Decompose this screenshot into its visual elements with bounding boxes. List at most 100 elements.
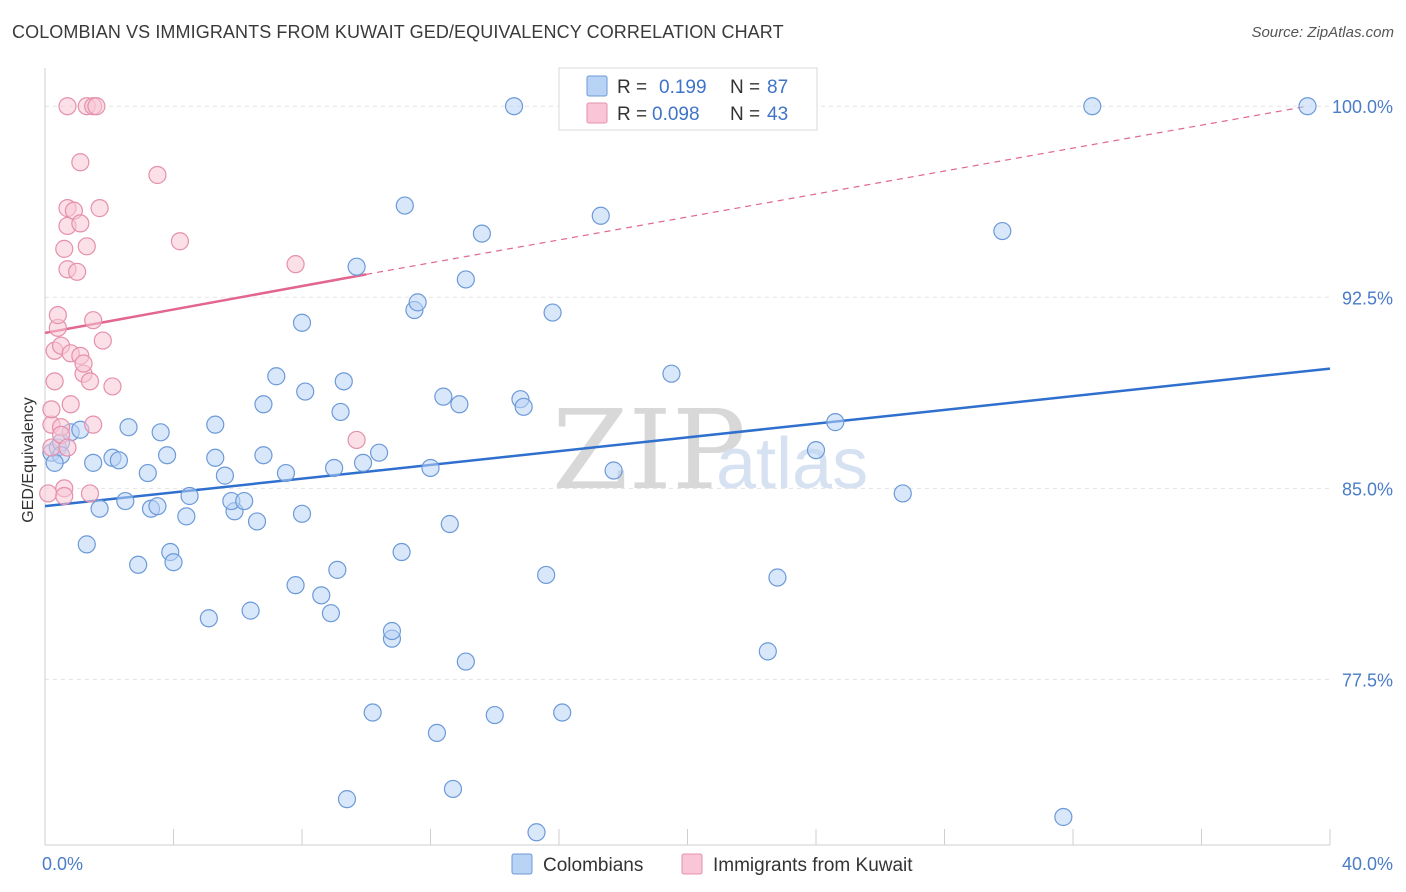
point-colombians-20 bbox=[177, 507, 196, 526]
point-kuwait-38 bbox=[103, 377, 122, 396]
x-tick-label-min: 0.0% bbox=[42, 854, 83, 874]
point-kuwait-40 bbox=[170, 232, 190, 251]
point-colombians-42 bbox=[328, 560, 347, 579]
point-colombians-16 bbox=[151, 423, 170, 442]
point-colombians-67 bbox=[527, 823, 546, 842]
point-colombians-81 bbox=[993, 221, 1012, 241]
point-kuwait-34 bbox=[84, 415, 103, 434]
point-kuwait-3 bbox=[42, 400, 61, 419]
point-colombians-55 bbox=[421, 458, 440, 478]
y-tick-label-1: 92.5% bbox=[1342, 288, 1393, 308]
point-kuwait-42 bbox=[347, 430, 366, 450]
point-colombians-76 bbox=[768, 568, 787, 587]
point-colombians-34 bbox=[276, 463, 296, 483]
point-kuwait-33 bbox=[84, 311, 103, 330]
point-colombians-62 bbox=[472, 224, 491, 243]
point-colombians-64 bbox=[504, 97, 524, 116]
point-colombians-28 bbox=[235, 491, 254, 511]
point-colombians-83 bbox=[1083, 97, 1102, 116]
watermark-atlas: atlas bbox=[716, 424, 868, 504]
point-colombians-63 bbox=[485, 705, 504, 725]
point-colombians-73 bbox=[662, 364, 681, 383]
point-colombians-9 bbox=[109, 451, 128, 470]
legend-r-label-1: R = bbox=[617, 104, 647, 125]
point-kuwait-23 bbox=[71, 214, 90, 233]
point-colombians-52 bbox=[395, 196, 414, 215]
legend-n-value-1: 43 bbox=[767, 104, 788, 125]
point-kuwait-31 bbox=[80, 484, 100, 503]
point-colombians-6 bbox=[90, 499, 109, 518]
point-colombians-61 bbox=[456, 652, 475, 671]
legend-r-label-0: R = bbox=[617, 77, 647, 98]
y-axis-label: GED/Equivalency bbox=[20, 397, 37, 522]
point-kuwait-30 bbox=[80, 372, 100, 391]
chart-title: COLOMBIAN VS IMMIGRANTS FROM KUWAIT GED/… bbox=[12, 22, 784, 42]
point-colombians-19 bbox=[164, 553, 183, 572]
point-colombians-71 bbox=[591, 206, 610, 225]
point-colombians-57 bbox=[440, 514, 459, 534]
point-colombians-56 bbox=[427, 723, 447, 743]
point-kuwait-22 bbox=[68, 262, 87, 281]
point-kuwait-36 bbox=[90, 199, 109, 218]
point-colombians-45 bbox=[347, 257, 366, 276]
point-colombians-66 bbox=[514, 397, 533, 416]
point-colombians-80 bbox=[893, 484, 912, 503]
legend-n-label-1: N = bbox=[730, 104, 760, 125]
point-colombians-46 bbox=[353, 453, 373, 472]
legend-swatch-kuwait bbox=[586, 102, 608, 124]
point-colombians-41 bbox=[325, 458, 344, 478]
point-colombians-84 bbox=[1298, 97, 1317, 116]
point-colombians-50 bbox=[382, 621, 402, 641]
trend-line-kuwait-extension bbox=[366, 105, 1308, 275]
point-colombians-74 bbox=[443, 779, 463, 799]
source-label: Source: ZipAtlas.com bbox=[1251, 24, 1394, 41]
bottom-legend-swatch-kuwait bbox=[681, 853, 703, 875]
point-colombians-36 bbox=[286, 576, 305, 595]
point-kuwait-24 bbox=[71, 153, 90, 172]
point-colombians-43 bbox=[334, 372, 353, 391]
point-colombians-38 bbox=[296, 382, 315, 401]
bottom-legend-label-colombians: Colombians bbox=[543, 855, 643, 876]
point-kuwait-27 bbox=[74, 354, 93, 373]
y-tick-labels: 100.0% 92.5% 85.0% 77.5% bbox=[1332, 97, 1393, 690]
trend-line-colombians bbox=[44, 367, 1331, 508]
point-colombians-10 bbox=[119, 418, 138, 437]
y-tick-label-0: 100.0% bbox=[1332, 97, 1393, 117]
point-colombians-11 bbox=[116, 491, 135, 511]
point-colombians-35 bbox=[292, 313, 312, 332]
point-colombians-72 bbox=[604, 461, 623, 480]
point-colombians-60 bbox=[456, 270, 475, 289]
point-colombians-32 bbox=[254, 395, 273, 414]
point-kuwait-37 bbox=[93, 331, 112, 350]
legend-n-label-0: N = bbox=[730, 77, 760, 98]
point-kuwait-19 bbox=[61, 395, 80, 414]
y-tick-label-3: 77.5% bbox=[1342, 670, 1393, 690]
point-colombians-48 bbox=[363, 703, 382, 722]
scatter-points bbox=[39, 97, 1317, 842]
point-colombians-39 bbox=[312, 586, 331, 605]
point-colombians-86 bbox=[45, 453, 64, 472]
point-kuwait-41 bbox=[286, 255, 305, 274]
point-colombians-79 bbox=[826, 413, 845, 432]
point-kuwait-39 bbox=[148, 165, 167, 185]
point-colombians-54 bbox=[408, 293, 427, 312]
watermark: ZIP atlas bbox=[552, 386, 868, 514]
point-kuwait-7 bbox=[48, 306, 67, 325]
point-colombians-58 bbox=[450, 395, 469, 414]
point-colombians-13 bbox=[138, 463, 157, 483]
point-colombians-78 bbox=[806, 441, 826, 460]
point-colombians-21 bbox=[180, 486, 199, 506]
point-kuwait-13 bbox=[58, 438, 77, 457]
point-kuwait-4 bbox=[45, 372, 64, 391]
point-colombians-22 bbox=[199, 609, 218, 628]
point-colombians-12 bbox=[129, 555, 148, 574]
point-colombians-51 bbox=[392, 542, 411, 562]
series-legend: Colombians Immigrants from Kuwait bbox=[511, 853, 913, 876]
point-colombians-37 bbox=[292, 504, 312, 523]
point-colombians-70 bbox=[553, 703, 572, 722]
point-kuwait-18 bbox=[58, 97, 77, 116]
point-colombians-47 bbox=[370, 443, 389, 462]
legend-r-value-1: 0.098 bbox=[652, 104, 700, 125]
point-colombians-59 bbox=[434, 387, 453, 406]
point-colombians-75 bbox=[758, 642, 777, 661]
